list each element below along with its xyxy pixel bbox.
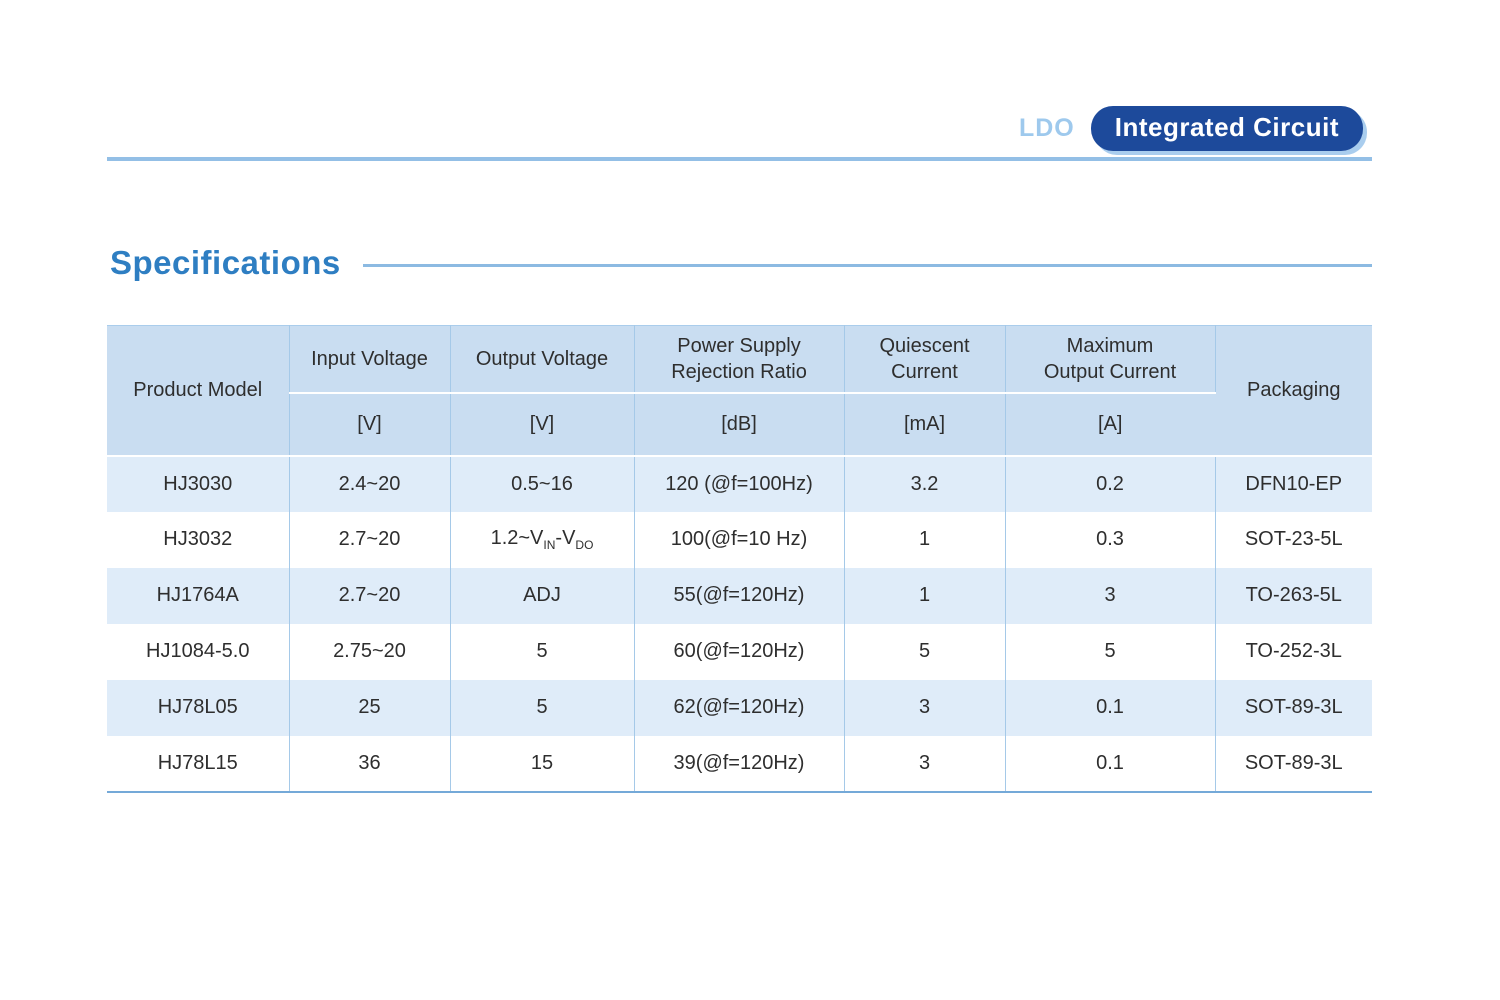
- cell-psrr: 120 (@f=100Hz): [634, 455, 845, 512]
- table-body: HJ3030 2.4~20 0.5~16 120 (@f=100Hz) 3.2 …: [107, 455, 1372, 792]
- cell-input-voltage: 2.7~20: [289, 567, 451, 624]
- section-title-line: [362, 263, 1372, 267]
- cell-packaging: TO-252-3L: [1245, 640, 1342, 662]
- header-row-labels: Product Model Input Voltage Output Volta…: [107, 325, 1372, 457]
- cell-packaging: SOT-89-3L: [1244, 751, 1343, 774]
- cell-model: HJ3032: [107, 511, 290, 568]
- cell-input-voltage: 2.7~20: [289, 511, 451, 568]
- brand-row: LDO Integrated Circuit: [1019, 106, 1363, 151]
- cell-output-voltage: 1.2~VIN-VDO: [450, 511, 635, 568]
- cell-output-voltage: 5: [450, 623, 635, 680]
- cell-model: HJ3030: [107, 455, 290, 512]
- cell-max-output-current: 0.1: [1005, 735, 1216, 792]
- table-row: HJ3030 2.4~20 0.5~16 120 (@f=100Hz) 3.2 …: [107, 455, 1372, 512]
- specifications-table: Product Model Input Voltage Output Volta…: [107, 325, 1372, 793]
- cell-input-voltage: 2.4~20: [289, 455, 451, 512]
- unit-input-voltage: [V]: [289, 391, 451, 457]
- col-header-input-voltage: Input Voltage: [289, 325, 451, 394]
- header-divider: [107, 157, 1372, 161]
- cell-model: HJ1764A: [107, 567, 290, 624]
- cell-max-output-current: 0.3: [1005, 511, 1216, 568]
- cell-packaging: TO-263-5L: [1245, 584, 1342, 606]
- cell-output-voltage: 0.5~16: [450, 455, 635, 512]
- cell-model: HJ1084-5.0: [107, 623, 290, 680]
- cell-input-voltage: 36: [289, 735, 451, 792]
- unit-output-voltage: [V]: [450, 391, 635, 457]
- cell-input-voltage: 25: [289, 679, 451, 736]
- cell-packaging: SOT-89-3L: [1244, 696, 1343, 718]
- unit-quiescent-current: [mA]: [844, 391, 1006, 457]
- table-row: HJ78L05 25 5 62(@f=120Hz) 3 0.1 SOT-89-3…: [107, 679, 1372, 736]
- header-row-units: [V] [V] [dB] [mA] [A]: [107, 391, 1372, 457]
- cell-quiescent-current: 3: [844, 679, 1006, 736]
- cell-max-output-current: 3: [1005, 567, 1216, 624]
- table-row: HJ3032 2.7~20 1.2~VIN-VDO 100(@f=10 Hz) …: [107, 511, 1372, 568]
- cell-quiescent-current: 5: [844, 623, 1006, 680]
- integrated-circuit-badge: Integrated Circuit: [1090, 106, 1363, 151]
- col-header-product-model: Product Model: [107, 325, 290, 457]
- cell-psrr: 62(@f=120Hz): [634, 679, 845, 736]
- cell-psrr: 39(@f=120Hz): [634, 735, 845, 792]
- section-head: Specifications: [110, 244, 1372, 282]
- cell-model: HJ78L05: [107, 679, 290, 736]
- col-header-psrr: Power Supply Rejection Ratio: [634, 325, 845, 394]
- cell-output-voltage: 5: [450, 679, 635, 736]
- cell-output-voltage: 15: [450, 735, 635, 792]
- cell-max-output-current: 0.1: [1005, 679, 1216, 736]
- cell-output-voltage: ADJ: [450, 567, 635, 624]
- cell-quiescent-current: 3: [844, 735, 1006, 792]
- ldo-tag: LDO: [1018, 114, 1075, 142]
- cell-psrr: 60(@f=120Hz): [634, 623, 845, 680]
- cell-quiescent-current: 1: [844, 511, 1006, 568]
- col-header-quiescent-current: Quiescent Current: [844, 325, 1006, 394]
- table-row: HJ1084-5.0 2.75~20 5 60(@f=120Hz) 5 5 TO…: [107, 623, 1372, 680]
- table-header: Product Model Input Voltage Output Volta…: [107, 325, 1372, 457]
- cell-input-voltage: 2.75~20: [289, 623, 451, 680]
- unit-psrr: [dB]: [634, 391, 845, 457]
- cell-psrr: 100(@f=10 Hz): [634, 511, 845, 568]
- page-title: Specifications: [110, 244, 341, 281]
- unit-max-output-current: [A]: [1005, 391, 1215, 457]
- cell-packaging: SOT-23-5L: [1244, 528, 1343, 550]
- cell-psrr: 55(@f=120Hz): [634, 567, 845, 624]
- cell-max-output-current: 0.2: [1005, 455, 1216, 512]
- cell-quiescent-current: 1: [844, 567, 1006, 624]
- col-header-output-voltage: Output Voltage: [450, 325, 635, 394]
- cell-model: HJ78L15: [107, 735, 290, 792]
- col-header-max-output-current: Maximum Output Current: [1005, 325, 1216, 394]
- cell-max-output-current: 5: [1005, 623, 1216, 680]
- table-row: HJ1764A 2.7~20 ADJ 55(@f=120Hz) 1 3 TO-2…: [107, 567, 1372, 624]
- table-row: HJ78L15 36 15 39(@f=120Hz) 3 0.1 SOT-89-…: [107, 735, 1372, 792]
- cell-quiescent-current: 3.2: [844, 455, 1006, 512]
- cell-packaging: DFN10-EP: [1245, 472, 1343, 495]
- col-header-packaging: Packaging: [1215, 325, 1372, 457]
